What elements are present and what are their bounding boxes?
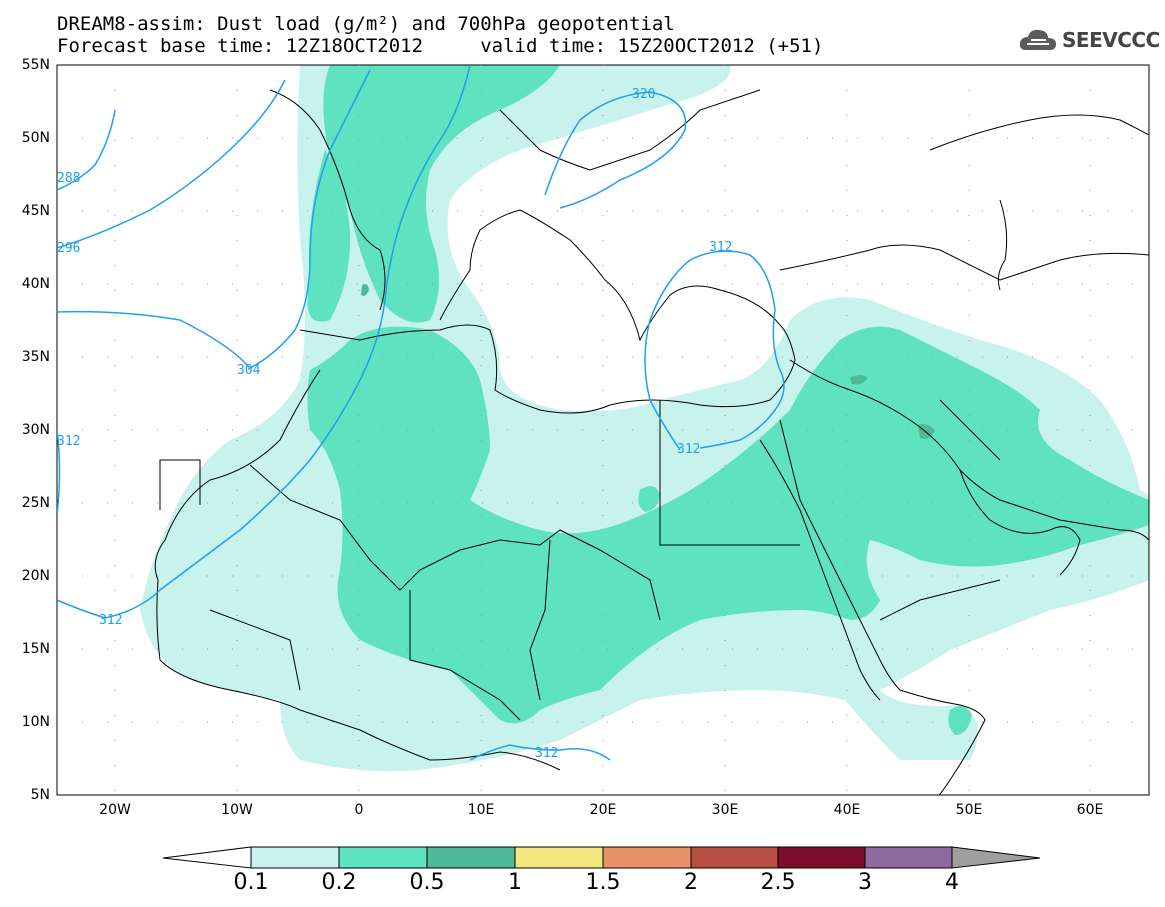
lat-label: 45N	[21, 203, 50, 219]
colorbar-label: 2	[684, 870, 698, 895]
coastlines	[154, 89, 1149, 795]
lon-label: 0	[354, 802, 364, 818]
colorbar-label: 4	[945, 870, 959, 895]
contour-320	[544, 91, 687, 209]
colorbar-swatch-3	[426, 846, 516, 869]
contour-label-312-egypt: 312	[677, 442, 700, 457]
contour-312-east	[644, 250, 785, 451]
map-title: DREAM8-assim: Dust load (g/m²) and 700hP…	[57, 13, 675, 35]
contour-312-south	[469, 744, 611, 761]
lon-label: 10E	[467, 802, 495, 818]
colorbar-label: 1.5	[585, 870, 621, 895]
lat-label: 20N	[21, 568, 50, 584]
colorbar-label: 0.5	[409, 870, 445, 895]
colorbar-swatch-7	[777, 846, 866, 869]
colorbar-swatch-5	[602, 846, 692, 869]
lon-label: 60E	[1076, 802, 1104, 818]
lat-label: 25N	[21, 495, 50, 511]
contour-label-312-left-edge: 312	[57, 434, 80, 449]
colorbar-swatch-1	[250, 846, 340, 869]
contour-296	[57, 79, 286, 249]
lat-label: 5N	[30, 787, 50, 803]
forecast-time-subtitle: Forecast base time: 12Z18OCT2012 valid t…	[57, 35, 824, 57]
lat-label: 15N	[21, 641, 50, 657]
lon-label: 10W	[221, 802, 253, 818]
colorbar-label: 2.5	[760, 870, 796, 895]
contour-label-288: 288	[57, 171, 80, 186]
colorbar-label: 0.2	[321, 870, 357, 895]
colorbar-arrow-right	[951, 846, 1041, 869]
lat-label: 40N	[21, 276, 50, 292]
colorbar-label: 3	[858, 870, 872, 895]
lon-label: 30E	[711, 802, 739, 818]
cloud-icon	[1019, 29, 1056, 50]
colorbar-label: 1	[508, 870, 522, 895]
contour-288	[57, 109, 116, 191]
lat-label: 55N	[21, 57, 50, 73]
colorbar-arrow-left	[162, 846, 252, 869]
lon-label: 20W	[99, 802, 131, 818]
colorbar-swatch-4	[514, 846, 604, 869]
colorbar-swatch-2	[338, 846, 428, 869]
colorbar-swatch-8	[864, 846, 953, 869]
contour-312-west	[57, 65, 471, 619]
lon-label: 40E	[833, 802, 861, 818]
contour-label-312-west: 312	[99, 613, 122, 628]
contour-label-320: 320	[632, 87, 655, 102]
colorbar	[162, 846, 1041, 869]
geopotential-contours	[57, 65, 785, 761]
contour-label-312-east: 312	[709, 240, 732, 255]
contour-312-left-edge	[57, 429, 61, 516]
colorbar-swatch-6	[690, 846, 779, 869]
seevccc-logo: SEEVCCC	[1018, 26, 1160, 54]
lat-label: 50N	[21, 130, 50, 146]
lat-label: 35N	[21, 349, 50, 365]
contour-304	[57, 69, 371, 369]
lon-label: 50E	[955, 802, 983, 818]
lat-label: 10N	[21, 714, 50, 730]
contour-label-296: 296	[57, 241, 80, 256]
contour-label-312-south: 312	[535, 746, 558, 761]
dust-shade-dense	[361, 284, 935, 439]
contour-label-304: 304	[237, 363, 261, 378]
lat-label: 30N	[21, 422, 50, 438]
colorbar-label: 0.1	[233, 870, 269, 895]
lon-label: 20E	[589, 802, 617, 818]
